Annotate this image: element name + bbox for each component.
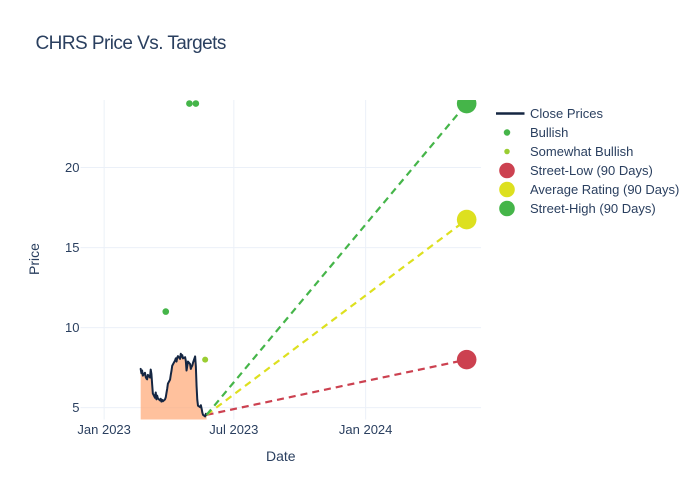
- y-tick-label: 15: [65, 240, 80, 256]
- legend-dot-swatch: [499, 181, 515, 198]
- legend-label: Somewhat Bullish: [530, 144, 634, 159]
- legend-label: Street-Low (90 Days): [530, 163, 653, 178]
- street-high-90-days--marker: [456, 100, 477, 114]
- legend-dot-swatch: [499, 162, 515, 179]
- legend-item-street-high-90-days-[interactable]: Street-High (90 Days): [496, 199, 679, 218]
- legend-label: Bullish: [530, 125, 569, 140]
- legend-item-street-low-90-days-[interactable]: Street-Low (90 Days): [496, 161, 679, 180]
- street-high-90-days--dashed-line: [205, 102, 468, 416]
- bullish-marker: [186, 100, 193, 107]
- x-tick-label: Jul 2023: [209, 422, 259, 437]
- legend-item-average-rating-90-days-[interactable]: Average Rating (90 Days): [496, 180, 679, 199]
- legend-dot-swatch: [504, 148, 510, 155]
- street-low-90-days--marker: [456, 349, 477, 370]
- legend: Close Prices Bullish Somewhat Bullish Stree…: [496, 104, 679, 218]
- chart-title: CHRS Price Vs. Targets: [35, 33, 227, 54]
- legend-item-somewhat-bullish[interactable]: Somewhat Bullish: [496, 142, 679, 161]
- legend-label: Close Prices: [530, 106, 603, 121]
- x-tick-label: Jan 2023: [77, 422, 131, 437]
- y-tick-label: 5: [72, 400, 80, 416]
- street-low-90-days--dashed-line: [206, 358, 467, 416]
- somewhat-bullish-marker: [202, 356, 209, 363]
- bullish-marker: [192, 100, 200, 107]
- legend-item-bullish[interactable]: Bullish: [496, 123, 679, 142]
- x-tick-label: Jan 2024: [338, 422, 393, 437]
- close-prices-line: [139, 352, 208, 418]
- bullish-marker: [162, 308, 170, 315]
- average-rating-90-days--dashed-line: [205, 218, 468, 416]
- legend-label: Street-High (90 Days): [530, 201, 656, 216]
- series-layer: [139, 100, 477, 420]
- y-tick-label: 10: [65, 320, 80, 336]
- legend-dot-swatch: [499, 200, 515, 217]
- legend-dot-swatch: [503, 129, 511, 136]
- y-tick-label: 20: [65, 160, 80, 176]
- x-axis-title: Date: [266, 448, 296, 464]
- legend-line-swatch: [496, 112, 525, 115]
- average-rating-90-days--marker: [456, 209, 477, 230]
- legend-item-close-prices[interactable]: Close Prices: [496, 104, 679, 123]
- legend-label: Average Rating (90 Days): [530, 182, 680, 197]
- close-prices-fill: [140, 353, 207, 420]
